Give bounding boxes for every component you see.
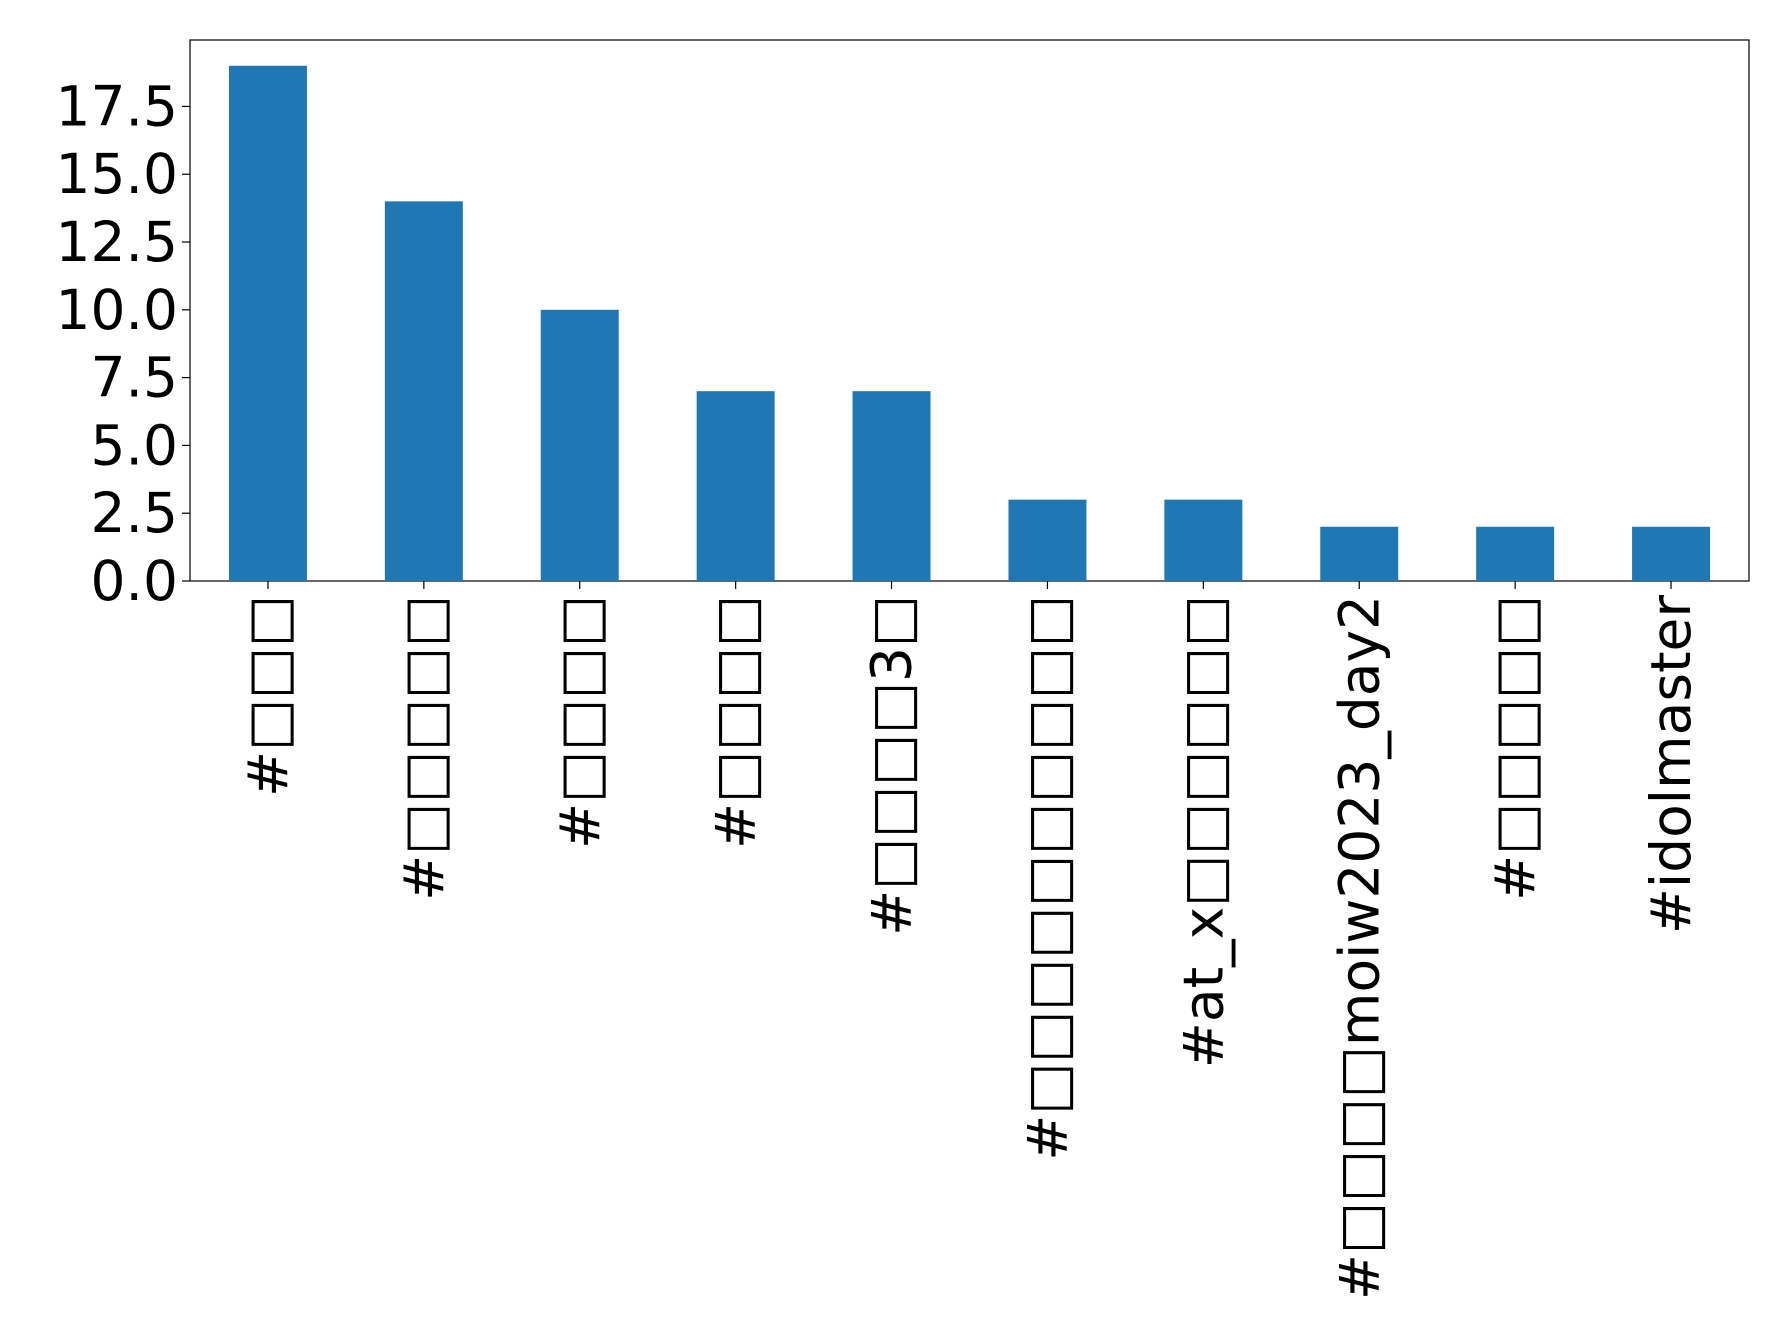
y-tick-label: 2.5 bbox=[91, 481, 178, 545]
plot-frame bbox=[189, 39, 1750, 582]
bar bbox=[1164, 499, 1243, 581]
y-tick-label: 17.5 bbox=[56, 74, 178, 138]
x-tick-label: #□□□□ bbox=[548, 595, 612, 849]
y-tick-label: 5.0 bbox=[91, 413, 178, 477]
bar bbox=[384, 201, 463, 581]
bar bbox=[540, 309, 619, 581]
y-tick-label: 0.0 bbox=[91, 549, 178, 613]
bar bbox=[1632, 526, 1711, 581]
bar bbox=[1008, 499, 1087, 581]
x-tick-label: #□□□ bbox=[236, 595, 300, 797]
y-tick-label: 12.5 bbox=[56, 210, 178, 274]
x-tick-label: #□□□□moiw2023_day2 bbox=[1327, 595, 1391, 1300]
x-tick-label: #□□□□□ bbox=[392, 595, 456, 901]
bar bbox=[852, 391, 931, 581]
y-tick-label: 10.0 bbox=[56, 278, 178, 342]
bar bbox=[228, 65, 307, 581]
x-tick-label: #□□□□□ bbox=[1483, 595, 1547, 901]
bar bbox=[1320, 526, 1399, 581]
y-tick-label: 15.0 bbox=[56, 142, 178, 206]
x-tick-label: #□□□□ bbox=[704, 595, 768, 849]
x-tick-label: #idolmaster bbox=[1639, 595, 1703, 935]
y-tick-label: 7.5 bbox=[91, 346, 178, 410]
x-tick-label: #□□□□□□□□□□ bbox=[1015, 595, 1079, 1161]
x-tick-label: #at_x□□□□□□ bbox=[1171, 595, 1235, 1068]
bar bbox=[696, 391, 775, 581]
bar bbox=[1476, 526, 1555, 581]
x-tick-label: #□□□□3□ bbox=[860, 595, 924, 936]
